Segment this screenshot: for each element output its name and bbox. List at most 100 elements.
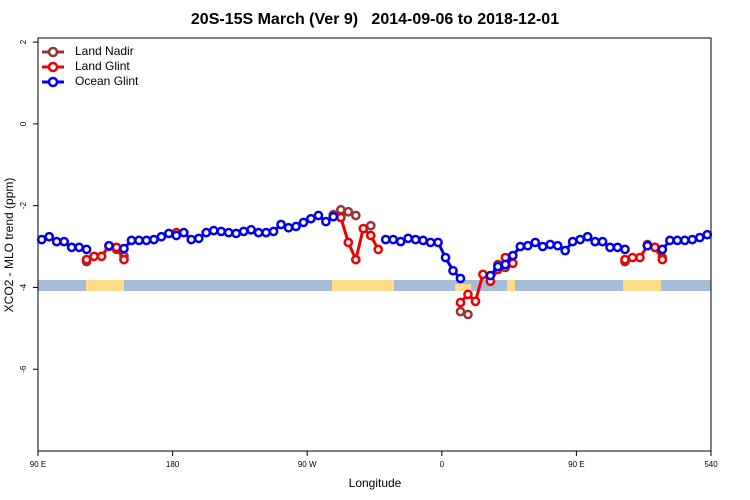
data-point bbox=[500, 259, 511, 270]
data-point bbox=[657, 244, 668, 255]
data-point bbox=[605, 242, 615, 253]
data-point bbox=[193, 233, 204, 244]
y-tick-label: -6 bbox=[19, 365, 28, 373]
data-point bbox=[343, 237, 354, 248]
legend-swatch-marker bbox=[47, 61, 59, 73]
series bbox=[36, 210, 713, 284]
data-point bbox=[336, 212, 346, 223]
data-point bbox=[694, 232, 705, 243]
data-point bbox=[328, 211, 339, 222]
legend-swatch-marker bbox=[47, 46, 59, 58]
data-point bbox=[231, 228, 242, 239]
data-point bbox=[470, 296, 481, 307]
data-point bbox=[612, 242, 623, 253]
data-point bbox=[216, 226, 227, 237]
data-point bbox=[66, 242, 77, 253]
data-point bbox=[238, 226, 249, 237]
data-point bbox=[306, 213, 316, 224]
data-point bbox=[321, 216, 331, 227]
data-point bbox=[672, 235, 683, 246]
data-point bbox=[493, 261, 503, 272]
data-point bbox=[388, 234, 399, 245]
data-point bbox=[478, 269, 488, 280]
data-point bbox=[373, 244, 384, 255]
y-tick-label: 0 bbox=[19, 121, 28, 126]
data-point bbox=[627, 252, 638, 263]
data-point bbox=[119, 254, 129, 265]
data-point bbox=[418, 235, 428, 246]
data-point bbox=[702, 229, 713, 240]
data-point bbox=[171, 230, 182, 241]
x-axis-label: Longitude bbox=[349, 476, 402, 490]
data-point bbox=[96, 251, 107, 262]
data-point bbox=[650, 242, 660, 253]
data-point bbox=[36, 234, 47, 245]
legend-swatch-marker bbox=[47, 76, 59, 88]
land-strip bbox=[623, 280, 661, 291]
data-point bbox=[448, 265, 458, 276]
data-point bbox=[246, 224, 256, 235]
data-point bbox=[201, 227, 212, 238]
data-point bbox=[178, 227, 189, 238]
data-point bbox=[463, 289, 473, 300]
legend-label: Ocean Glint bbox=[75, 74, 139, 88]
data-point bbox=[665, 235, 675, 246]
data-point bbox=[104, 240, 114, 251]
y-axis-label: XCO2 - MLO trend (ppm) bbox=[2, 178, 16, 313]
x-tick-label: 540 bbox=[704, 460, 718, 469]
data-point bbox=[59, 236, 70, 247]
data-point bbox=[223, 227, 234, 238]
data-point bbox=[208, 225, 219, 236]
data-point bbox=[455, 273, 466, 284]
data-point bbox=[395, 236, 406, 247]
data-point bbox=[425, 237, 436, 248]
data-point bbox=[149, 234, 159, 245]
data-point bbox=[365, 220, 376, 231]
x-tick-label: 180 bbox=[166, 460, 180, 469]
land-strip bbox=[455, 284, 471, 291]
data-point bbox=[582, 231, 593, 242]
data-point bbox=[642, 240, 653, 251]
data-point bbox=[597, 236, 608, 247]
data-point bbox=[141, 235, 152, 246]
data-point bbox=[313, 210, 324, 221]
data-point bbox=[74, 242, 84, 253]
land-strip bbox=[86, 280, 124, 291]
chart-title: 20S-15S March (Ver 9) 2014-09-06 to 2018… bbox=[191, 11, 559, 28]
data-point bbox=[268, 226, 279, 237]
data-point bbox=[276, 219, 286, 230]
data-point bbox=[298, 217, 309, 228]
x-tick-label: 90 E bbox=[30, 460, 46, 469]
y-tick-label: 2 bbox=[19, 39, 28, 44]
data-point bbox=[485, 270, 496, 281]
land-strip bbox=[507, 280, 515, 291]
data-point bbox=[567, 236, 578, 247]
x-tick-label: 90 E bbox=[568, 460, 584, 469]
data-point bbox=[350, 210, 361, 221]
data-point bbox=[679, 235, 690, 246]
data-point bbox=[620, 254, 630, 265]
data-point bbox=[119, 243, 129, 254]
y-tick-label: -4 bbox=[19, 283, 28, 291]
data-point bbox=[186, 234, 197, 245]
data-point bbox=[164, 228, 174, 239]
data-point bbox=[455, 306, 466, 317]
data-point bbox=[336, 204, 346, 215]
data-point bbox=[291, 221, 301, 232]
data-point bbox=[365, 230, 376, 241]
data-point bbox=[403, 233, 413, 244]
legend-label: Land Nadir bbox=[75, 44, 134, 58]
data-point bbox=[410, 234, 421, 245]
land-ocean-strip bbox=[38, 280, 711, 291]
data-point bbox=[522, 240, 533, 251]
data-point bbox=[530, 237, 541, 248]
x-tick-label: 0 bbox=[440, 460, 445, 469]
data-point bbox=[620, 244, 630, 255]
legend-label: Land Glint bbox=[75, 59, 130, 73]
plot-frame bbox=[37, 37, 712, 452]
data-point bbox=[463, 309, 473, 320]
data-point bbox=[111, 242, 122, 253]
data-point bbox=[687, 234, 698, 245]
data-point bbox=[552, 240, 563, 251]
data-point bbox=[440, 252, 451, 263]
